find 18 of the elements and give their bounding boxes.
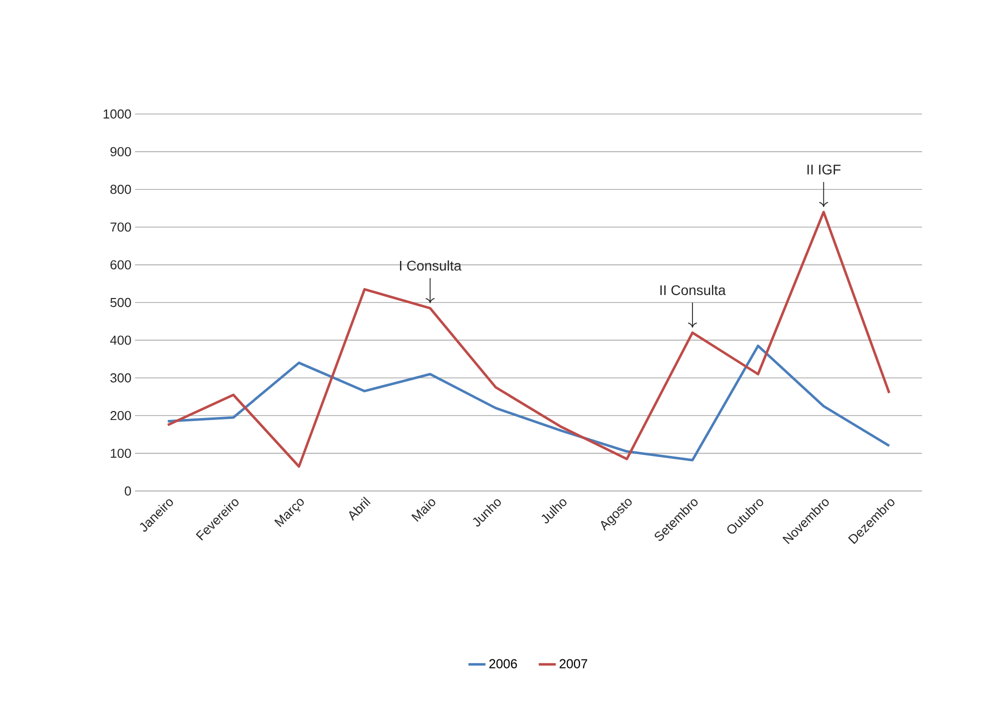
annotation: I Consulta [400,260,462,271]
y-tick-label: 100 [110,448,131,458]
line-series [166,344,890,462]
y-tick-label: 200 [110,411,131,420]
legend-label: 2006 [489,659,517,668]
legend-label: 2007 [560,659,588,668]
y-tick-label: 600 [110,260,131,270]
y-tick-label: 400 [110,336,131,345]
y-tick-label: 700 [110,222,131,232]
y-tick-label: 500 [110,298,131,308]
annotation: II IGF [807,164,841,174]
y-tick-label: 300 [110,373,131,382]
y-tick-label: 800 [110,184,131,194]
y-tick-label: 900 [110,147,131,156]
line-series [166,210,890,468]
annotation: II Consulta [660,284,726,296]
y-tick-label: 0 [124,486,131,496]
y-tick-label: 1000 [104,109,131,119]
